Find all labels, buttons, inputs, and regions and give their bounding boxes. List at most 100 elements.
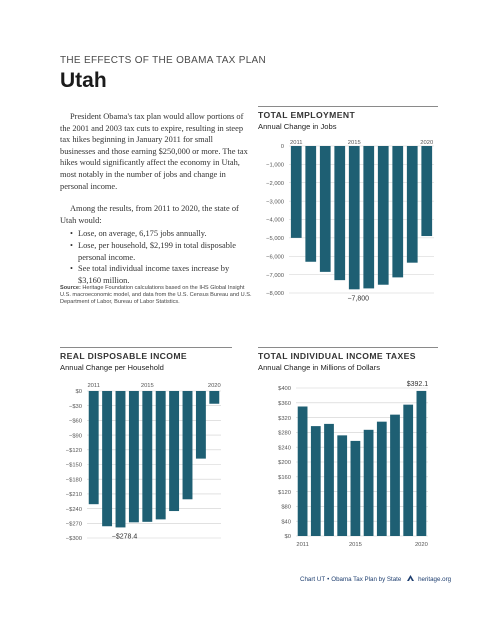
income-chart-subtitle: Annual Change per Household (60, 363, 164, 372)
y-tick-label: $0 (285, 534, 291, 540)
y-tick-label: $320 (278, 416, 291, 422)
peak-value-label: −7,800 (347, 295, 369, 302)
y-tick-label: $40 (281, 519, 291, 525)
employment-chart-title: TOTAL EMPLOYMENT (258, 110, 356, 120)
bar-2014 (337, 435, 348, 536)
y-tick-label: $80 (281, 505, 291, 511)
x-tick-label: 2015 (349, 542, 362, 548)
y-tick-label: −$90 (69, 433, 82, 439)
y-tick-label: −$300 (66, 536, 82, 542)
bar-2017 (377, 146, 389, 285)
report-kicker: THE EFFECTS OF THE OBAMA TAX PLAN (60, 55, 267, 66)
y-tick-label: −$240 (66, 507, 82, 513)
taxes-chart-title: TOTAL INDIVIDUAL INCOME TAXES (258, 351, 416, 361)
bar-2013 (115, 391, 126, 528)
source-label: Source: (60, 285, 81, 291)
bar-2012 (310, 426, 321, 536)
state-title: Utah (60, 69, 107, 92)
bar-2013 (324, 423, 334, 536)
footer-site[interactable]: heritage.org (418, 576, 452, 583)
footer: Chart UT • Obama Tax Plan by State heritag… (300, 575, 452, 583)
bar-2017 (169, 391, 180, 512)
bar-2016 (363, 429, 374, 536)
y-tick-label: $240 (278, 445, 291, 451)
y-tick-label: −7,000 (266, 273, 284, 279)
intro-paragraph-2: Among the results, from 2011 to 2020, th… (60, 204, 239, 225)
bar-2020 (416, 390, 427, 536)
footer-chart-id: Chart UT (300, 576, 326, 583)
y-tick-label: −2,000 (266, 181, 284, 187)
x-tick-label: 2020 (420, 140, 433, 146)
bar-2020 (421, 146, 433, 237)
bar-2011 (290, 146, 302, 238)
bar-2015 (350, 440, 361, 536)
bar-2020 (209, 391, 220, 404)
y-tick-label: 0 (281, 144, 284, 150)
y-tick-label: −$150 (66, 463, 82, 469)
intro-paragraph-1: President Obama's tax plan would allow p… (60, 112, 248, 191)
y-tick-label: −6,000 (266, 254, 284, 260)
employment-chart: 0 −1,000 −2,000 −3,000 −4,000 −5,000 −6,000 −7,… (266, 140, 434, 302)
y-tick-label: −$30 (69, 404, 82, 410)
bar-2015 (348, 146, 360, 290)
bar-2018 (390, 414, 400, 536)
y-tick-label: −$210 (66, 492, 82, 498)
y-tick-label: $280 (278, 431, 291, 437)
y-tick-label: $120 (278, 490, 291, 496)
bar-2019 (195, 391, 206, 459)
x-tick-label: 2020 (208, 383, 221, 389)
employment-chart-subtitle: Annual Change in Jobs (258, 122, 337, 131)
y-tick-label: −3,000 (266, 199, 284, 205)
peak-value-label: −$278.4 (112, 533, 138, 540)
y-tick-label: −8,000 (266, 291, 284, 297)
footer-series-name: Obama Tax Plan by State (331, 576, 402, 583)
intro-bullet: See total individual income taxes increa… (70, 263, 250, 286)
intro-text: President Obama's tax plan would allow p… (60, 111, 250, 286)
y-tick-label: $0 (76, 389, 82, 395)
bar-2013 (319, 146, 331, 272)
bar-2012 (305, 146, 317, 262)
taxes-chart: $0 $40 $80 $120 $160 $200 $240 $280 $320 $360 $400… (278, 381, 429, 548)
bar-2015 (142, 391, 153, 522)
intro-bullet: Lose, on average, 6,175 jobs annually. (70, 228, 250, 240)
y-tick-label: −4,000 (266, 218, 284, 224)
x-tick-label: 2011 (290, 140, 302, 146)
heritage-bell-logo-icon (407, 575, 415, 581)
bar-2017 (376, 421, 387, 536)
income-chart: $0 −$30 −$60 −$90 −$120 −$150 −$180 −$210 −$240 −… (66, 383, 221, 542)
x-tick-label: 2015 (141, 383, 154, 389)
y-tick-label: −$120 (66, 448, 82, 454)
taxes-chart-subtitle: Annual Change in Millions of Dollars (258, 363, 380, 372)
y-tick-label: −1,000 (266, 163, 284, 169)
bar-2012 (102, 391, 113, 527)
x-tick-label: 2011 (87, 383, 99, 389)
bar-2011 (297, 406, 308, 536)
bar-2019 (406, 146, 418, 263)
bar-2014 (128, 391, 139, 523)
chart-divider (258, 106, 438, 107)
x-tick-label: 2020 (415, 542, 428, 548)
bar-2016 (363, 146, 375, 289)
bar-2014 (334, 146, 346, 281)
y-tick-label: $160 (278, 475, 291, 481)
y-tick-label: −$60 (69, 419, 82, 425)
bar-2018 (182, 391, 193, 500)
chart-divider (258, 347, 438, 348)
y-tick-label: $360 (278, 401, 291, 407)
y-tick-label: −$180 (66, 477, 82, 483)
x-tick-label: 2011 (296, 542, 308, 548)
bar-2016 (155, 391, 166, 520)
source-text: Heritage Foundation calculations based o… (60, 285, 252, 306)
intro-bullet: Lose, per household, $2,199 in total dis… (70, 240, 250, 263)
bar-2018 (392, 146, 404, 278)
bar-2019 (403, 404, 414, 536)
income-chart-title: REAL DISPOSABLE INCOME (60, 351, 188, 361)
y-tick-label: −$270 (66, 522, 82, 528)
bar-2011 (88, 391, 99, 505)
y-tick-label: $400 (278, 386, 291, 392)
chart-divider (60, 347, 232, 348)
y-tick-label: $200 (278, 460, 291, 466)
peak-value-label: $392.1 (407, 381, 429, 388)
intro-bullet-list: Lose, on average, 6,175 jobs annually. L… (60, 228, 250, 286)
y-tick-label: −5,000 (266, 236, 284, 242)
